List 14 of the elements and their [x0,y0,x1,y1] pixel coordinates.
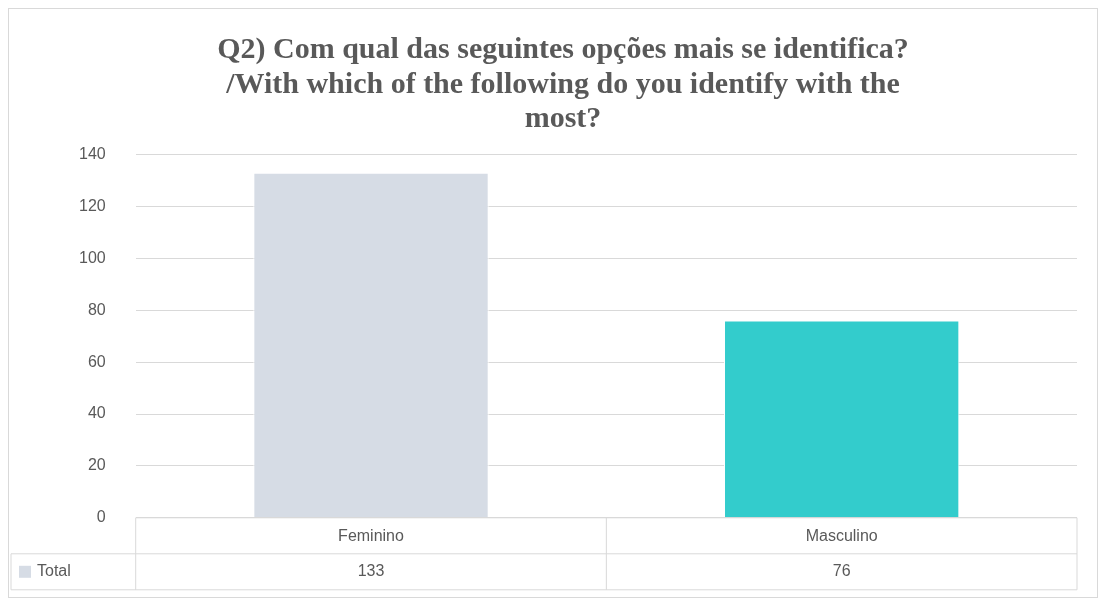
y-tick-label: 80 [87,300,106,318]
y-tick-label: 40 [87,404,106,422]
chart-title: Q2) Com qual das seguintes opções mais se identifica? /With which of the following do you identify with the most? [217,31,909,133]
legend-label: Total [37,562,71,580]
data-label: 76 [832,562,851,580]
y-tick-label: 100 [78,248,106,266]
y-tick-label: 140 [78,144,106,162]
y-tick-label: 0 [96,508,106,526]
x-tick-label: Feminino [338,526,405,544]
y-tick-label: 60 [87,352,106,370]
y-tick-label: 20 [87,456,106,474]
x-tick-label: Masculino [805,526,878,544]
y-tick-label: 120 [78,196,106,214]
data-label: 133 [357,562,385,580]
